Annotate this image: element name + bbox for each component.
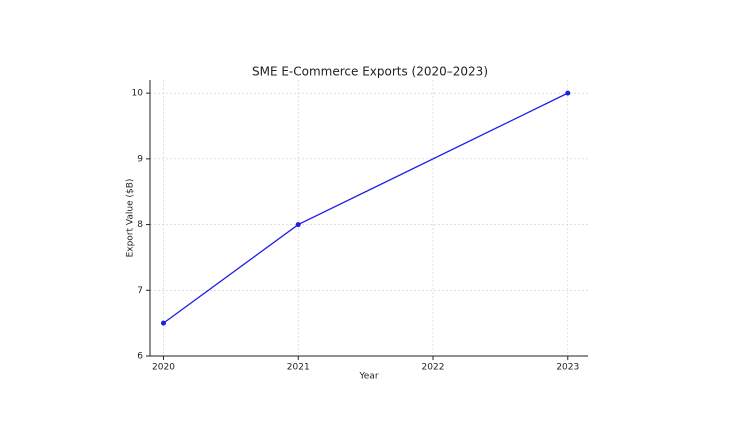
x-tick-label: 2020 — [152, 363, 175, 373]
chart-title: SME E-Commerce Exports (2020–2023) — [252, 65, 488, 79]
x-tick-label: 2022 — [422, 363, 445, 373]
y-axis-label: Export Value ($B) — [126, 179, 136, 258]
data-point — [295, 222, 301, 228]
y-tick-label: 8 — [137, 220, 143, 230]
x-tick-label: 2023 — [556, 363, 579, 373]
x-tick-label: 2021 — [287, 363, 310, 373]
y-tick-label: 7 — [137, 286, 143, 296]
y-tick-label: 6 — [137, 352, 143, 362]
y-tick-label: 10 — [132, 89, 144, 99]
data-point — [565, 90, 571, 96]
x-axis-label: Year — [358, 372, 378, 382]
data-line — [163, 92, 569, 324]
y-tick-label: 9 — [137, 154, 143, 164]
data-point — [160, 320, 166, 326]
